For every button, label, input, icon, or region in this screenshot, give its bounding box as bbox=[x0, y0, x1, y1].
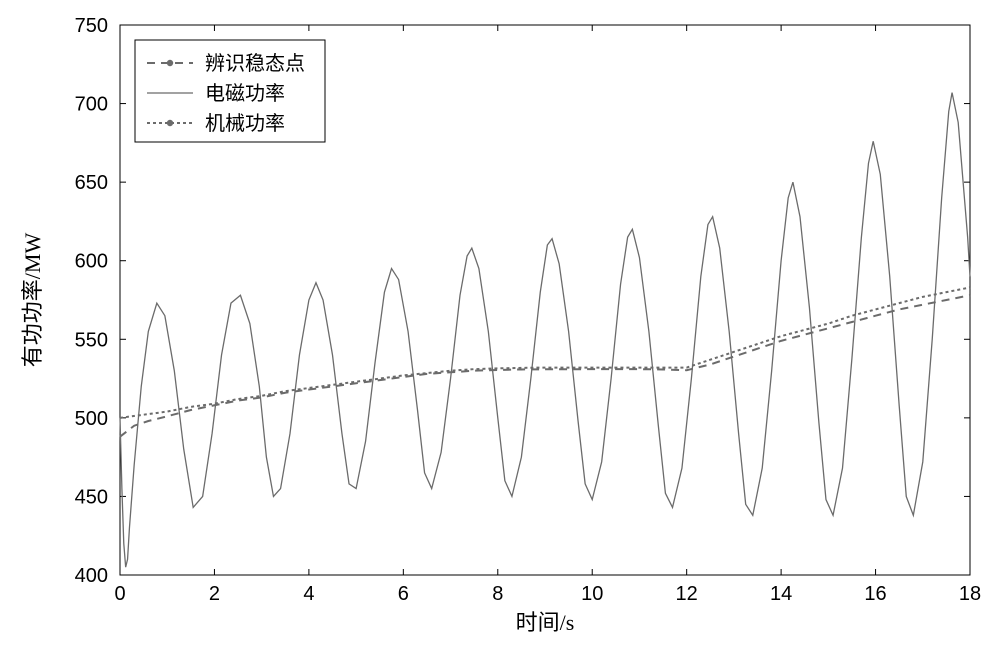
legend-label: 电磁功率 bbox=[205, 82, 285, 105]
legend-label: 机械功率 bbox=[205, 112, 285, 135]
y-tick-label: 700 bbox=[75, 94, 108, 116]
x-tick-label: 16 bbox=[864, 583, 886, 605]
y-tick-label: 450 bbox=[75, 486, 108, 508]
y-tick-label: 400 bbox=[75, 565, 108, 587]
x-tick-label: 10 bbox=[581, 583, 603, 605]
y-tick-label: 650 bbox=[75, 172, 108, 194]
x-tick-label: 8 bbox=[492, 583, 503, 605]
legend-marker bbox=[167, 120, 173, 126]
x-tick-label: 2 bbox=[209, 583, 220, 605]
x-tick-label: 18 bbox=[959, 583, 981, 605]
chart-svg: 0 2 4 6 8 10 12 14 16 18 400 450 500 550 600 650 700 750 时… bbox=[0, 0, 1000, 657]
x-tick-label: 12 bbox=[676, 583, 698, 605]
legend-label: 辨识稳态点 bbox=[205, 52, 305, 75]
series-mechanical_power bbox=[120, 287, 970, 417]
x-axis-label: 时间/s bbox=[516, 610, 575, 635]
power-oscillation-chart: 0 2 4 6 8 10 12 14 16 18 400 450 500 550 600 650 700 750 时… bbox=[0, 0, 1000, 657]
y-tick-label: 500 bbox=[75, 408, 108, 430]
legend-marker bbox=[167, 60, 173, 66]
x-tick-label: 14 bbox=[770, 583, 792, 605]
series-electromagnetic_power bbox=[120, 93, 970, 568]
x-tick-label: 0 bbox=[114, 583, 125, 605]
y-tick-label: 550 bbox=[75, 329, 108, 351]
y-tick-label: 750 bbox=[75, 15, 108, 37]
x-tick-label: 4 bbox=[303, 583, 314, 605]
plot-box bbox=[120, 25, 970, 575]
x-tick-label: 6 bbox=[398, 583, 409, 605]
y-axis-label: 有功功率/MW bbox=[20, 233, 45, 368]
y-tick-label: 600 bbox=[75, 251, 108, 273]
